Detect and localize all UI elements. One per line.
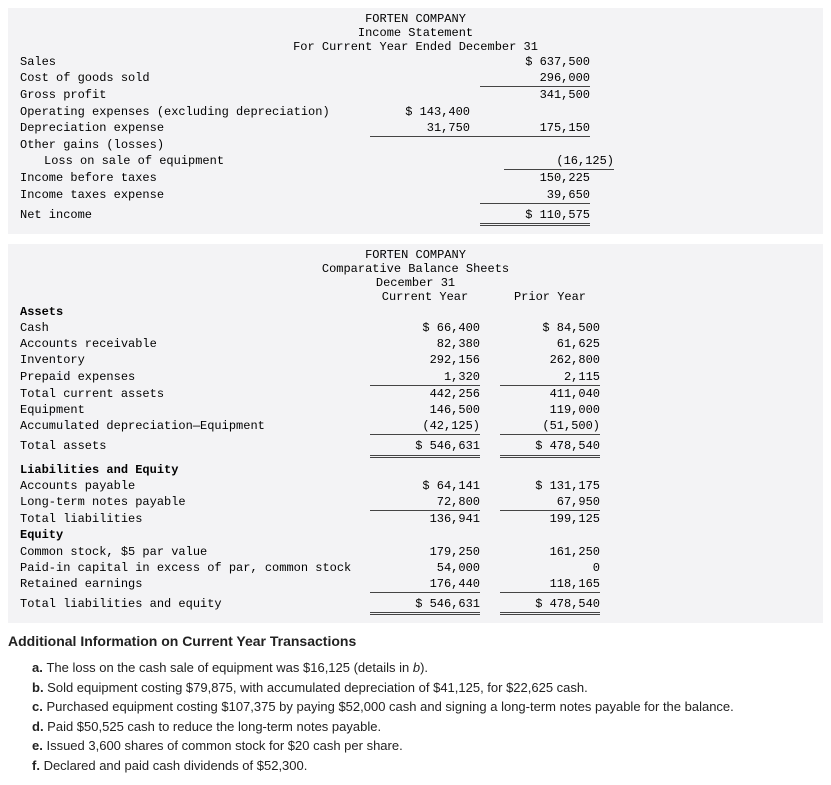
- additional-info: Additional Information on Current Year T…: [8, 633, 823, 774]
- sales-value: $ 637,500: [480, 54, 590, 70]
- eq-label: Equipment: [20, 402, 370, 418]
- tl-prior: 199,125: [500, 511, 600, 527]
- dep-main: 175,150: [480, 120, 590, 137]
- info-b: b. Sold equipment costing $79,875, with …: [32, 679, 823, 697]
- balance-sheet: FORTEN COMPANY Comparative Balance Sheet…: [8, 244, 823, 623]
- pic-label: Paid-in capital in excess of par, common…: [20, 560, 370, 576]
- ppd-current: 1,320: [370, 369, 480, 386]
- cs-prior: 161,250: [500, 544, 600, 560]
- cs-current: 179,250: [370, 544, 480, 560]
- ppd-prior: 2,115: [500, 369, 600, 386]
- eq-current: 146,500: [370, 402, 480, 418]
- assets-heading: Assets: [20, 304, 370, 320]
- tax-label: Income taxes expense: [20, 187, 370, 204]
- ap-current: $ 64,141: [370, 478, 480, 494]
- ar-label: Accounts receivable: [20, 336, 370, 352]
- tca-label: Total current assets: [20, 386, 370, 402]
- re-label: Retained earnings: [20, 576, 370, 593]
- bs-company: FORTEN COMPANY: [20, 248, 811, 262]
- col-prior-header: Prior Year: [500, 290, 600, 304]
- ar-current: 82,380: [370, 336, 480, 352]
- bs-date: December 31: [20, 276, 811, 290]
- pic-current: 54,000: [370, 560, 480, 576]
- opex-sub: $ 143,400: [370, 104, 480, 120]
- ltn-prior: 67,950: [500, 494, 600, 511]
- bs-title: Comparative Balance Sheets: [20, 262, 811, 276]
- ta-prior: $ 478,540: [500, 438, 600, 457]
- net-label: Net income: [20, 207, 370, 226]
- income-statement: FORTEN COMPANY Income Statement For Curr…: [8, 8, 823, 234]
- tle-prior: $ 478,540: [500, 596, 600, 615]
- info-e: e. Issued 3,600 shares of common stock f…: [32, 737, 823, 755]
- dep-sub: 31,750: [370, 120, 480, 137]
- cash-prior: $ 84,500: [500, 320, 600, 336]
- cash-label: Cash: [20, 320, 370, 336]
- ap-prior: $ 131,175: [500, 478, 600, 494]
- is-title: Income Statement: [20, 26, 811, 40]
- ltn-label: Long-term notes payable: [20, 494, 370, 511]
- tax-value: 39,650: [480, 187, 590, 204]
- is-period: For Current Year Ended December 31: [20, 40, 811, 54]
- ta-label: Total assets: [20, 438, 370, 457]
- inv-label: Inventory: [20, 352, 370, 368]
- ltn-current: 72,800: [370, 494, 480, 511]
- info-a: a. The loss on the cash sale of equipmen…: [32, 659, 823, 677]
- ta-current: $ 546,631: [370, 438, 480, 457]
- info-f: f. Declared and paid cash dividends of $…: [32, 757, 823, 775]
- pic-prior: 0: [500, 560, 600, 576]
- cash-current: $ 66,400: [370, 320, 480, 336]
- tl-label: Total liabilities: [20, 511, 370, 527]
- ppd-label: Prepaid expenses: [20, 369, 370, 386]
- cogs-label: Cost of goods sold: [20, 70, 370, 87]
- dep-label: Depreciation expense: [20, 120, 370, 137]
- ad-label: Accumulated depreciation—Equipment: [20, 418, 370, 435]
- info-d: d. Paid $50,525 cash to reduce the long-…: [32, 718, 823, 736]
- inv-prior: 262,800: [500, 352, 600, 368]
- eq-prior: 119,000: [500, 402, 600, 418]
- net-value: $ 110,575: [480, 207, 590, 226]
- ap-label: Accounts payable: [20, 478, 370, 494]
- is-company: FORTEN COMPANY: [20, 12, 811, 26]
- other-gains-label: Other gains (losses): [20, 137, 370, 153]
- tca-prior: 411,040: [500, 386, 600, 402]
- cs-label: Common stock, $5 par value: [20, 544, 370, 560]
- opex-label: Operating expenses (excluding depreciati…: [20, 104, 370, 120]
- gross-label: Gross profit: [20, 87, 370, 103]
- liab-heading: Liabilities and Equity: [20, 462, 370, 478]
- additional-heading: Additional Information on Current Year T…: [8, 633, 823, 649]
- tle-label: Total liabilities and equity: [20, 596, 370, 615]
- info-c: c. Purchased equipment costing $107,375 …: [32, 698, 823, 716]
- loss-label: Loss on sale of equipment: [20, 153, 394, 170]
- inv-current: 292,156: [370, 352, 480, 368]
- pretax-value: 150,225: [480, 170, 590, 186]
- re-prior: 118,165: [500, 576, 600, 593]
- tca-current: 442,256: [370, 386, 480, 402]
- ar-prior: 61,625: [500, 336, 600, 352]
- ad-current: (42,125): [370, 418, 480, 435]
- tl-current: 136,941: [370, 511, 480, 527]
- sales-label: Sales: [20, 54, 370, 70]
- cogs-value: 296,000: [480, 70, 590, 87]
- col-current-header: Current Year: [370, 290, 480, 304]
- equity-heading: Equity: [20, 527, 370, 543]
- pretax-label: Income before taxes: [20, 170, 370, 186]
- loss-value: (16,125): [504, 153, 614, 170]
- ad-prior: (51,500): [500, 418, 600, 435]
- tle-current: $ 546,631: [370, 596, 480, 615]
- re-current: 176,440: [370, 576, 480, 593]
- gross-value: 341,500: [480, 87, 590, 103]
